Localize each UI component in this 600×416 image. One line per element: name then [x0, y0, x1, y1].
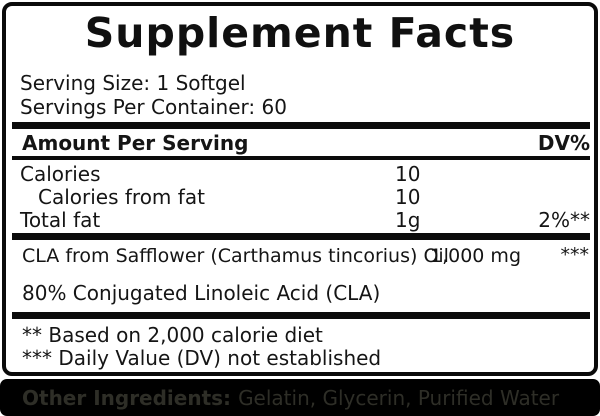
other-ingredients-band: Other Ingredients: Gelatin, Glycerin, Pu… [0, 379, 600, 416]
table-row-name: Calories from fat [38, 185, 205, 209]
serving-size-text: Serving Size: 1 Softgel [20, 71, 246, 95]
other-ingredients-value: Gelatin, Glycerin, Purified Water [238, 385, 560, 410]
other-ingredients-label: Other Ingredients: [22, 385, 232, 410]
table-row-amount: 1g [395, 208, 421, 232]
servings-per-container-text: Servings Per Container: 60 [20, 95, 287, 119]
column-header-dv: DV% [537, 131, 590, 155]
table-row-amount: 10 [395, 185, 421, 209]
ingredient-name: CLA from Safflower (Carthamus tincorius)… [22, 245, 449, 267]
divider-thick-bottom [12, 312, 590, 319]
footnote-dv-not-established: *** Daily Value (DV) not established [22, 346, 382, 370]
column-header-amount: Amount Per Serving [22, 131, 249, 155]
table-row-name: Total fat [20, 208, 101, 232]
ingredient-description: 80% Conjugated Linoleic Acid (CLA) [22, 281, 381, 305]
divider-thick-middle [12, 233, 590, 240]
footnote-calorie-diet: ** Based on 2,000 calorie diet [22, 323, 323, 347]
table-row-dv: 2%** [538, 208, 590, 232]
label-title: Supplement Facts [84, 9, 516, 57]
divider-thick-top [12, 122, 590, 129]
table-row-name: Calories [20, 162, 101, 186]
table-row-amount: 10 [395, 162, 421, 186]
ingredient-dv: *** [560, 244, 590, 266]
ingredient-amount: 1,000 mg [430, 245, 522, 267]
divider-medium-header [12, 156, 590, 160]
